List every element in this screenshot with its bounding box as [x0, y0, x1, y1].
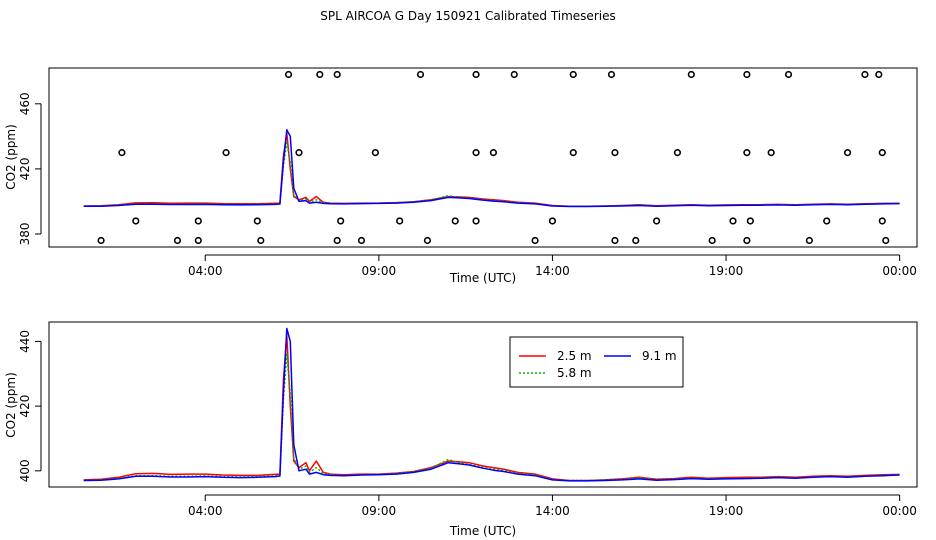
calibration-point — [333, 236, 341, 245]
calibration-point — [805, 236, 813, 245]
top-series-lines — [83, 129, 900, 208]
calibration-point — [194, 236, 202, 245]
bottom-plot-frame — [48, 321, 918, 488]
bottom-series-line-5-8-m — [83, 353, 900, 482]
legend-label-2-5m: 2.5 m — [557, 349, 592, 363]
calibration-point — [132, 217, 140, 225]
calibration-point — [746, 217, 754, 225]
bottom-x-axis: 04:00 09:00 14:00 19:00 00:00 — [188, 494, 917, 518]
calibration-point — [843, 149, 852, 157]
calibration-point — [743, 236, 751, 245]
calibration-point — [611, 149, 619, 157]
top-x-tick-label: 00:00 — [882, 264, 917, 278]
bottom-panel: 04:00 09:00 14:00 19:00 00:00 400 420 440 Time… — [4, 321, 918, 538]
top-x-tick-label: 19:00 — [709, 264, 744, 278]
calibration-point — [823, 217, 831, 225]
calibration-point — [729, 217, 737, 225]
calibration-point — [652, 217, 661, 225]
bottom-y-tick-label: 400 — [18, 459, 32, 482]
calibration-point — [607, 70, 616, 79]
calibration-point — [632, 236, 640, 245]
calibration-point — [569, 149, 577, 157]
calibration-point — [357, 236, 366, 245]
calibration-point — [416, 70, 425, 79]
calibration-point — [708, 236, 716, 245]
calibration-point — [253, 217, 261, 225]
calibration-point — [569, 70, 577, 79]
top-series-line-5-8-m — [83, 142, 900, 208]
calibration-point — [861, 70, 869, 79]
calibration-point — [510, 70, 518, 79]
calibration-point — [222, 149, 230, 157]
top-x-tick-label: 04:00 — [188, 264, 223, 278]
bottom-series-line-9-1-m — [83, 327, 900, 482]
calibration-point — [882, 236, 890, 245]
bottom-series-line-2-5-m — [83, 334, 900, 482]
calibration-point — [194, 217, 202, 225]
top-y-axis-title: CO2 (ppm) — [4, 124, 18, 190]
calibration-point — [472, 217, 480, 225]
calibration-point — [396, 217, 404, 225]
legend-label-5-8m: 5.8 m — [557, 366, 592, 380]
calibration-point — [611, 236, 619, 245]
bottom-x-tick-label: 00:00 — [882, 504, 917, 518]
calibration-point — [548, 217, 557, 225]
calibration-point — [295, 149, 303, 157]
calibration-point — [173, 236, 182, 245]
calibration-points-group — [97, 70, 890, 245]
legend: 2.5 m 5.8 m 9.1 m — [509, 336, 684, 388]
top-y-tick-label: 380 — [18, 223, 32, 246]
calibration-point — [333, 70, 341, 79]
legend-label-9-1m: 9.1 m — [642, 349, 677, 363]
calibration-point — [743, 149, 751, 157]
calibration-point — [878, 217, 886, 225]
bottom-x-tick-label: 14:00 — [535, 504, 570, 518]
calibration-point — [337, 217, 345, 225]
bottom-series-lines — [83, 327, 900, 482]
top-y-tick-label: 420 — [18, 157, 32, 180]
calibration-point — [97, 236, 105, 245]
bottom-x-tick-label: 19:00 — [709, 504, 744, 518]
calibration-point — [767, 149, 775, 157]
bottom-y-tick-label: 440 — [18, 330, 32, 353]
top-y-tick-label: 460 — [18, 92, 32, 115]
calibration-point — [451, 217, 459, 225]
calibration-point — [316, 70, 324, 79]
calibration-point — [743, 70, 751, 79]
top-x-axis-title: Time (UTC) — [449, 271, 516, 285]
top-x-axis: 04:00 09:00 14:00 19:00 00:00 — [188, 254, 917, 278]
calibration-point — [371, 149, 379, 157]
bottom-x-axis-title: Time (UTC) — [449, 524, 516, 538]
top-series-line-2-5-m — [83, 132, 900, 208]
calibration-point — [875, 70, 883, 79]
bottom-y-axis-title: CO2 (ppm) — [4, 372, 18, 438]
calibration-point — [489, 149, 498, 157]
bottom-x-tick-label: 04:00 — [188, 504, 223, 518]
top-y-axis: 380 420 460 — [18, 92, 42, 246]
bottom-y-tick-label: 420 — [18, 395, 32, 418]
bottom-x-tick-label: 09:00 — [362, 504, 397, 518]
top-x-tick-label: 09:00 — [362, 264, 397, 278]
calibration-point — [784, 70, 793, 79]
calibration-point — [423, 236, 432, 245]
calibration-point — [673, 149, 682, 157]
chart-title: SPL AIRCOA G Day 150921 Calibrated Times… — [320, 9, 616, 23]
top-plot-frame — [48, 67, 918, 248]
calibration-point — [472, 149, 480, 157]
calibration-point — [472, 70, 480, 79]
top-x-tick-label: 14:00 — [535, 264, 570, 278]
calibration-point — [284, 70, 293, 79]
calibration-point — [687, 70, 695, 79]
calibration-point — [118, 149, 126, 157]
legend-box — [509, 336, 684, 388]
bottom-y-axis: 400 420 440 — [18, 330, 42, 482]
top-panel: 04:00 09:00 14:00 19:00 00:00 380 420 460 Time… — [4, 67, 918, 285]
calibration-point — [531, 236, 539, 245]
top-series-line-9-1-m — [83, 129, 900, 208]
calibration-point — [257, 236, 265, 245]
calibration-point — [878, 149, 886, 157]
